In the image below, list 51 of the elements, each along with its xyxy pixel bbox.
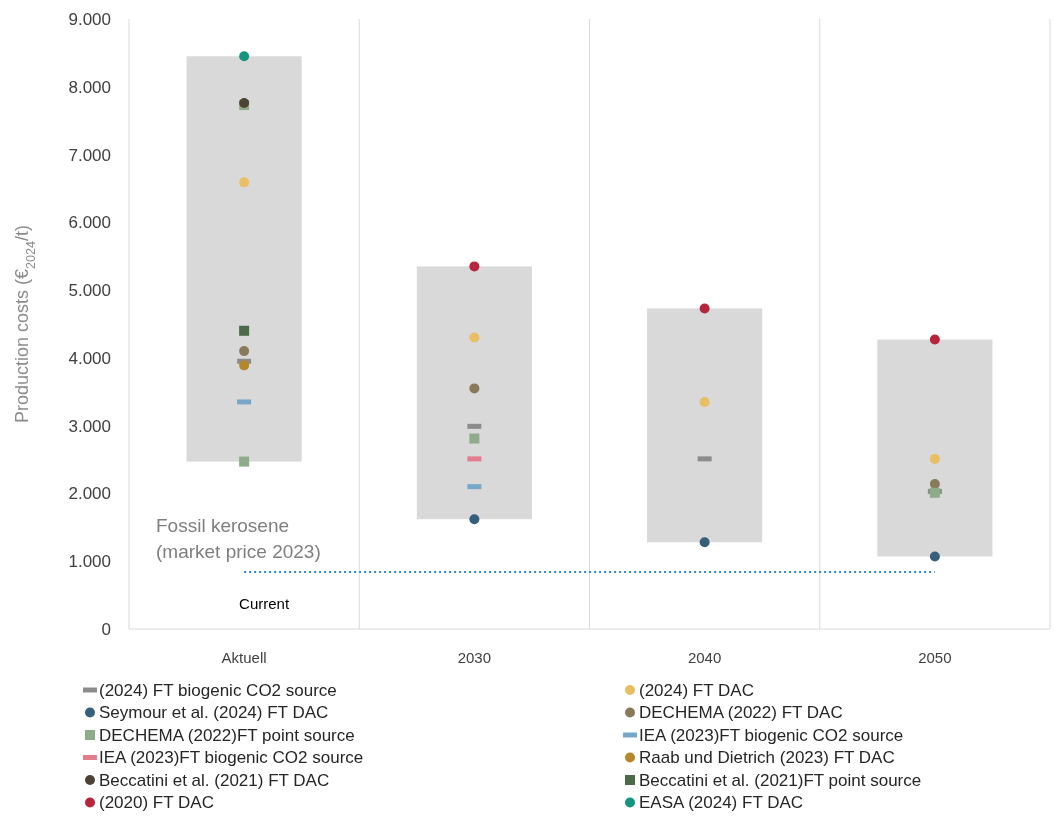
point (469, 383, 480, 394)
point (469, 261, 480, 272)
y-tick-label: 9.000 (68, 9, 111, 29)
legend-label: DECHEMA (2022)FT point source (99, 725, 355, 745)
legend-label: (2020) FT DAC (99, 793, 214, 813)
point (239, 360, 250, 371)
point (929, 334, 940, 345)
x-tick-label: Aktuell (221, 649, 267, 666)
legend-label: IEA (2023)FT biogenic CO2 source (639, 725, 904, 745)
y-tick-label: 6.000 (68, 213, 111, 233)
x-tick-label: 2050 (918, 649, 952, 666)
legend-label: Seymour et al. (2024) FT DAC (99, 703, 329, 723)
legend-label: Raab und Dietrich (2023) FT DAC (639, 748, 895, 768)
y-tick-label: 4.000 (68, 348, 111, 368)
bar (877, 339, 993, 557)
point (699, 303, 710, 314)
y-tick-label: 1.000 (68, 552, 111, 572)
y-tick-label: 8.000 (68, 77, 111, 97)
y-tick-label: 2.000 (68, 484, 111, 504)
point (239, 346, 250, 357)
legend-label: Beccatini et al. (2021)FT point source (639, 770, 922, 790)
bar (647, 308, 763, 543)
point (469, 514, 480, 525)
annotation: Current (239, 595, 290, 612)
legend-label: (2024) FT DAC (639, 680, 754, 700)
legend-label: IEA (2023)FT biogenic CO2 source (99, 748, 364, 768)
point (239, 177, 250, 188)
bar (186, 56, 302, 462)
point (239, 51, 250, 62)
point (929, 453, 940, 464)
x-tick-label: 2040 (687, 649, 722, 666)
y-tick-label: 0 (101, 619, 111, 639)
x-tick-label: 2030 (457, 649, 492, 666)
legend-label: Beccatini et al. (2021) FT DAC (99, 770, 330, 790)
legend-label: DECHEMA (2022) FT DAC (639, 703, 843, 723)
point (699, 396, 710, 407)
point (239, 325, 250, 336)
point (929, 551, 940, 562)
y-tick-label: 5.000 (68, 281, 111, 301)
legend-label: EASA (2024) FT DAC (639, 793, 804, 813)
y-tick-label: 3.000 (68, 416, 111, 436)
point (469, 332, 480, 343)
ref-line-label: Fossil kerosene (market price 2023) (156, 515, 321, 563)
point (929, 478, 940, 489)
legend-label: (2024) FT biogenic CO2 source (99, 680, 337, 700)
point (239, 456, 250, 467)
bar (416, 266, 532, 520)
point (699, 537, 710, 548)
y-tick-label: 7.000 (68, 145, 111, 165)
point (929, 487, 940, 498)
point (469, 433, 480, 444)
